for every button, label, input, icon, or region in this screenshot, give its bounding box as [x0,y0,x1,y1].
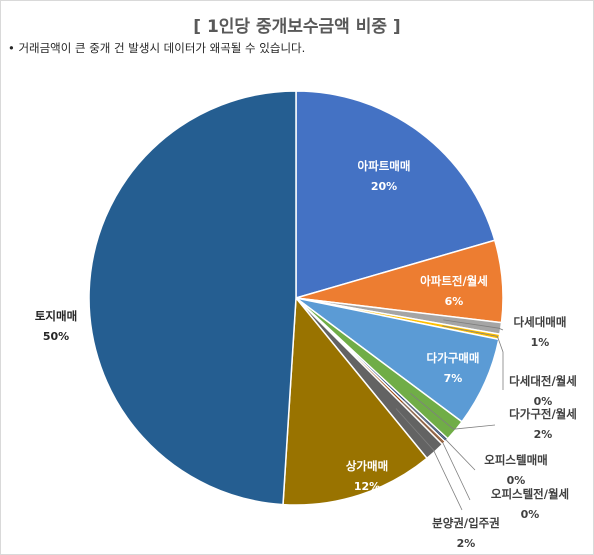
leader-line [402,402,471,501]
slice-name-label: 아파트전/월세 [420,274,488,288]
slice-name-label: 다가구전/월세 [509,407,577,421]
slice-name-label: 오피스텔전/월세 [491,487,569,501]
slice-name-label: 다가구매매 [427,351,480,365]
slice-labels: 아파트매매 20% 아파트전/월세 6% 다세대매매 1% 다세대전/월세 0% 다가구매매 7%… [35,159,577,550]
slice-percent-label: 0% [534,395,553,408]
slice-percent-label: 7% [444,372,463,385]
slice-name-label: 토지매매 [35,309,77,323]
slice-name-label: 분양권/입주권 [432,516,500,530]
slice-percent-label: 2% [457,537,476,550]
leader-lines [395,319,504,511]
slice-percent-label: 2% [534,428,553,441]
leader-line [395,408,463,511]
slice-percent-label: 12% [354,480,380,493]
slice-name-label: 아파트매매 [358,159,411,173]
leader-line [410,393,496,430]
slice-name-label: 다세대전/월세 [509,374,577,388]
pie-slices [88,90,504,506]
slice-percent-label: 50% [43,330,69,343]
pie-slice [282,296,428,506]
slice-percent-label: 20% [371,180,397,193]
leader-line [443,319,504,331]
leader-line [442,325,504,390]
chart-title: [ 1인당 중개보수금액 비중 ] [193,17,401,37]
leader-line [404,400,476,471]
slice-percent-label: 1% [531,336,550,349]
slice-percent-label: 0% [521,508,540,521]
slice-name-label: 상가매매 [346,459,388,473]
slice-percent-label: 0% [507,474,526,487]
pie-slice [295,90,496,299]
slice-percent-label: 6% [445,295,464,308]
slice-name-label: 다세대매매 [514,315,567,329]
pie-slice [88,90,297,506]
chart-note: • 거래금액이 큰 중개 건 발생시 데이터가 왜곡될 수 있습니다. [8,41,306,55]
slice-name-label: 오피스텔매매 [484,453,547,467]
